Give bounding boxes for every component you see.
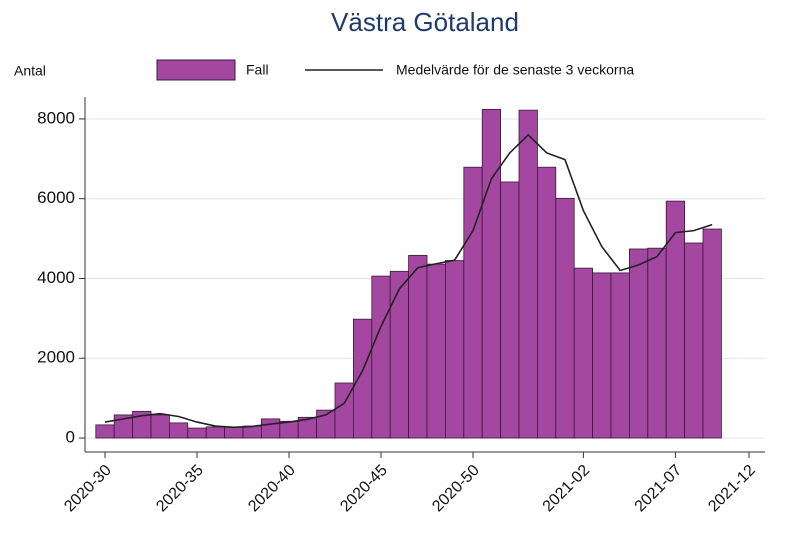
x-tick-label: 2020-40 [245, 462, 299, 516]
bar [555, 197, 575, 439]
legend-swatch [156, 59, 236, 81]
bar [629, 248, 649, 439]
y-tick-label: 2000 [37, 348, 75, 367]
legend-label: Fall [246, 62, 269, 78]
bar [150, 414, 170, 439]
x-tick-label: 2021-07 [632, 462, 686, 516]
legend-label: Medelvärde för de senaste 3 veckorna [396, 62, 634, 78]
bar [205, 426, 225, 439]
x-tick-label: 2020-45 [337, 462, 391, 516]
bar [224, 426, 244, 439]
bar [168, 422, 189, 439]
bar [592, 272, 612, 439]
chart-title: Västra Götaland [331, 7, 519, 37]
bar [371, 275, 391, 439]
y-tick-label: 0 [66, 428, 75, 447]
bar [500, 181, 520, 439]
bar [537, 166, 557, 439]
bar [463, 166, 483, 439]
bar [665, 200, 686, 439]
bar [647, 247, 667, 439]
bar [408, 254, 428, 439]
bar [444, 260, 465, 439]
x-tick-label: 2020-50 [429, 462, 483, 516]
bar [260, 418, 281, 439]
bar [187, 427, 207, 439]
bar [389, 270, 410, 439]
x-tick-label: 2021-12 [705, 462, 759, 516]
bar [481, 108, 502, 439]
y-tick-label: 4000 [37, 268, 75, 287]
bar [95, 424, 115, 439]
line [104, 133, 713, 429]
bar [518, 109, 538, 439]
bar [352, 318, 373, 439]
bar [610, 272, 630, 439]
y-axis-label: Antal [14, 63, 46, 79]
x-tick-label: 2020-35 [153, 462, 207, 516]
bar [242, 425, 262, 439]
y-tick-label: 6000 [37, 188, 75, 207]
bar [573, 267, 594, 439]
bar [702, 228, 722, 439]
x-tick-label: 2020-30 [61, 462, 115, 516]
bar [684, 242, 704, 439]
bar [279, 420, 299, 439]
y-tick-label: 8000 [37, 108, 75, 127]
x-tick-label: 2021-02 [540, 462, 594, 516]
bar [426, 263, 446, 439]
